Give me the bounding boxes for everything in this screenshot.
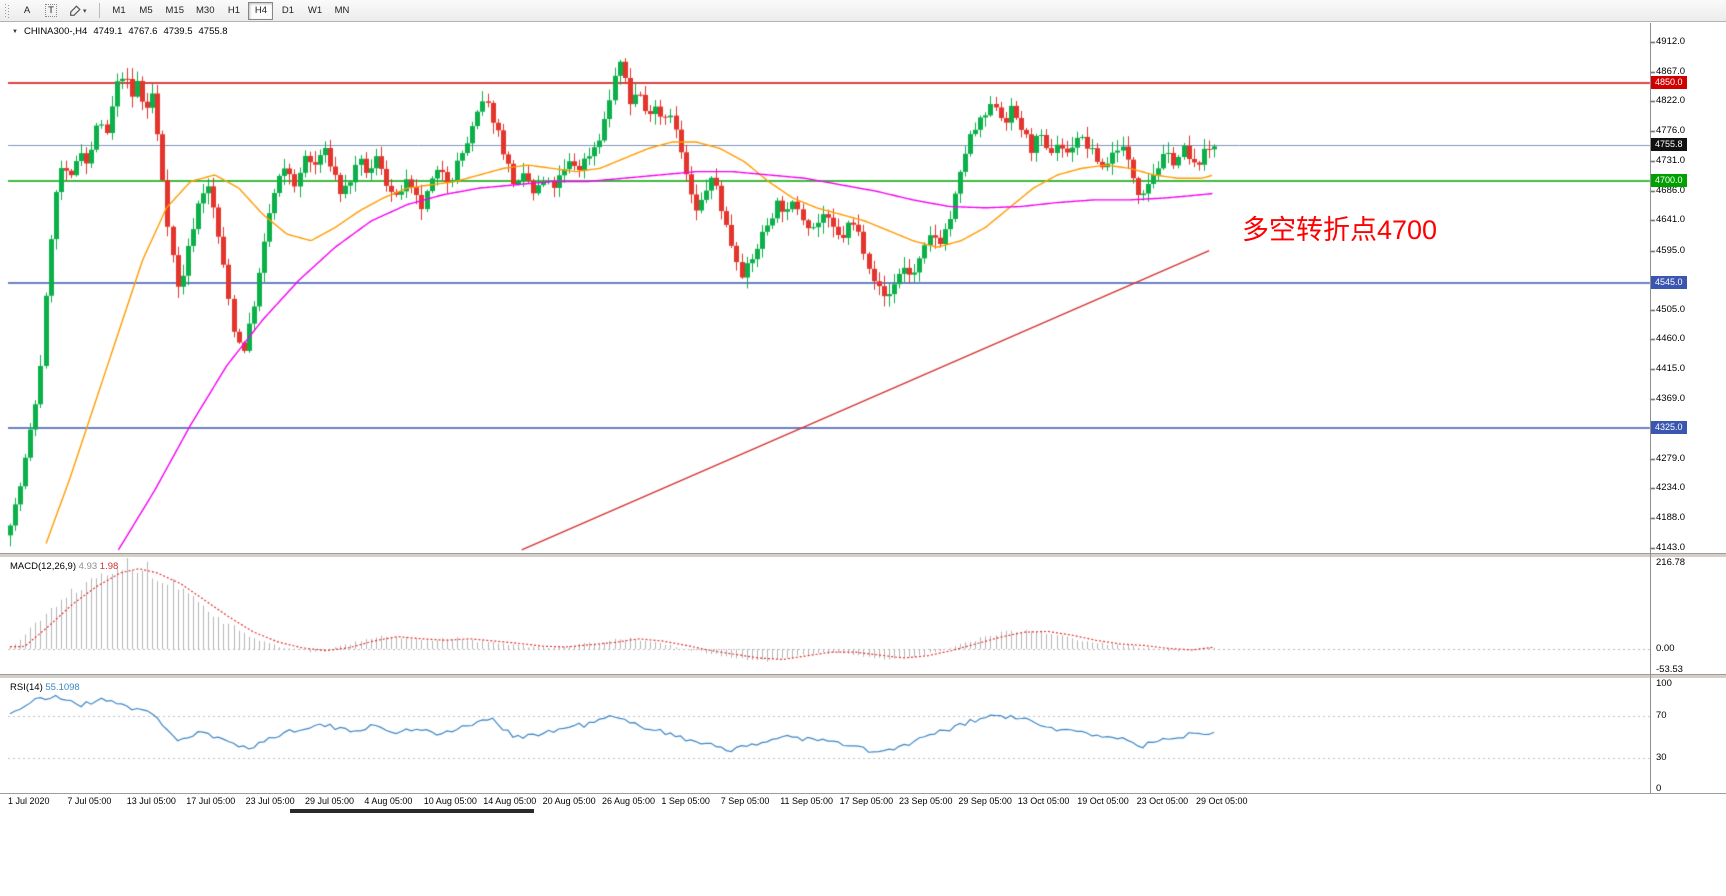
panel-divider[interactable] [0, 553, 1726, 558]
time-axis-label: 19 Oct 05:00 [1077, 796, 1129, 806]
timeframe-button-h1[interactable]: H1 [221, 2, 246, 20]
text-label-tool-button[interactable]: A [16, 2, 38, 20]
price-axis-border [1650, 23, 1651, 793]
time-axis-label: 1 Jul 2020 [8, 796, 50, 806]
timeframe-button-h4[interactable]: H4 [248, 1, 274, 20]
time-axis-label: 29 Sep 05:00 [958, 796, 1012, 806]
text-tool-glyph: T [45, 4, 57, 17]
top-toolbar: A T ▾ M1 M5 M15 M30 H1 H4 D1 W1 MN [0, 0, 1726, 22]
time-axis-label: 20 Aug 05:00 [542, 796, 596, 806]
ohlc-high: 4767.6 [128, 26, 158, 37]
macd-label: MACD(12,26,9) 4.93 1.98 [10, 561, 118, 572]
time-axis-label: 11 Sep 05:00 [780, 796, 834, 806]
time-axis-label: 23 Oct 05:00 [1136, 796, 1189, 806]
rsi-value: 55.1098 [45, 682, 80, 693]
time-axis-label: 7 Jul 05:00 [67, 796, 112, 806]
timeframe-button-m30[interactable]: M30 [191, 2, 219, 20]
time-axis: 1 Jul 2020 7 Jul 05:00 13 Jul 05:00 17 Jul … [0, 793, 1726, 807]
brush-icon [70, 4, 81, 16]
chart-annotation: 多空转折点4700 [1242, 215, 1438, 245]
symbol-label: CHINA300-,H4 [23, 26, 88, 37]
timeframe-button-w1[interactable]: W1 [302, 2, 327, 20]
text-label-tool-glyph: A [23, 5, 31, 16]
ohlc-close: 4755.8 [198, 26, 228, 37]
timeframe-button-d1[interactable]: D1 [275, 2, 300, 20]
macd-signal-value: 1.98 [99, 561, 119, 572]
time-axis-label: 4 Aug 05:00 [364, 796, 413, 806]
time-axis-label: 14 Aug 05:00 [483, 796, 537, 806]
time-axis-label: 17 Sep 05:00 [839, 796, 894, 806]
time-axis-label: 13 Oct 05:00 [1017, 796, 1070, 806]
time-axis-label: 7 Sep 05:00 [720, 796, 770, 806]
timeframe-button-m1[interactable]: M1 [107, 2, 132, 20]
ohlc-open: 4749.1 [93, 26, 123, 37]
macd-panel-canvas[interactable] [0, 558, 1726, 674]
time-axis-label: 17 Jul 05:00 [186, 796, 236, 806]
main-chart-canvas[interactable] [0, 23, 1726, 553]
time-axis-label: 26 Aug 05:00 [602, 796, 656, 806]
timeframe-button-m15[interactable]: M15 [161, 2, 189, 20]
time-axis-label: 29 Oct 05:00 [1196, 796, 1248, 806]
timeframe-toolbar: M1 M5 M15 M30 H1 H4 D1 W1 MN [106, 1, 356, 20]
time-axis-label: 23 Sep 05:00 [899, 796, 953, 806]
panel-divider[interactable] [0, 674, 1726, 679]
toolbar-separator [98, 3, 100, 18]
symbol-dropdown-icon[interactable]: ▼ [12, 28, 18, 35]
timeframe-button-mn[interactable]: MN [329, 2, 354, 20]
toolbar-drag-handle[interactable] [5, 3, 9, 18]
time-axis-label: 13 Jul 05:00 [126, 796, 176, 806]
timeframe-button-m5[interactable]: M5 [134, 2, 159, 20]
chart-header: ▼ CHINA300-,H4 4749.1 4767.6 4739.5 4755… [12, 26, 228, 37]
macd-indicator-name: MACD(12,26,9) [10, 561, 76, 572]
rsi-label: RSI(14) 55.1098 [10, 682, 80, 693]
scrollbar-thumb[interactable] [290, 809, 534, 813]
time-axis-label: 1 Sep 05:00 [661, 796, 710, 806]
style-tool-button[interactable]: ▾ [64, 2, 92, 20]
time-axis-label: 29 Jul 05:00 [305, 796, 355, 806]
time-axis-label: 23 Jul 05:00 [245, 796, 295, 806]
time-axis-label: 10 Aug 05:00 [423, 796, 477, 806]
rsi-indicator-name: RSI(14) [10, 682, 43, 693]
text-tool-button[interactable]: T [40, 2, 62, 20]
horizontal-scrollbar[interactable] [0, 807, 1726, 816]
rsi-panel-canvas[interactable] [0, 679, 1726, 793]
ohlc-low: 4739.5 [163, 26, 193, 37]
macd-main-value: 4.93 [78, 561, 98, 572]
chevron-down-icon: ▾ [83, 7, 87, 15]
